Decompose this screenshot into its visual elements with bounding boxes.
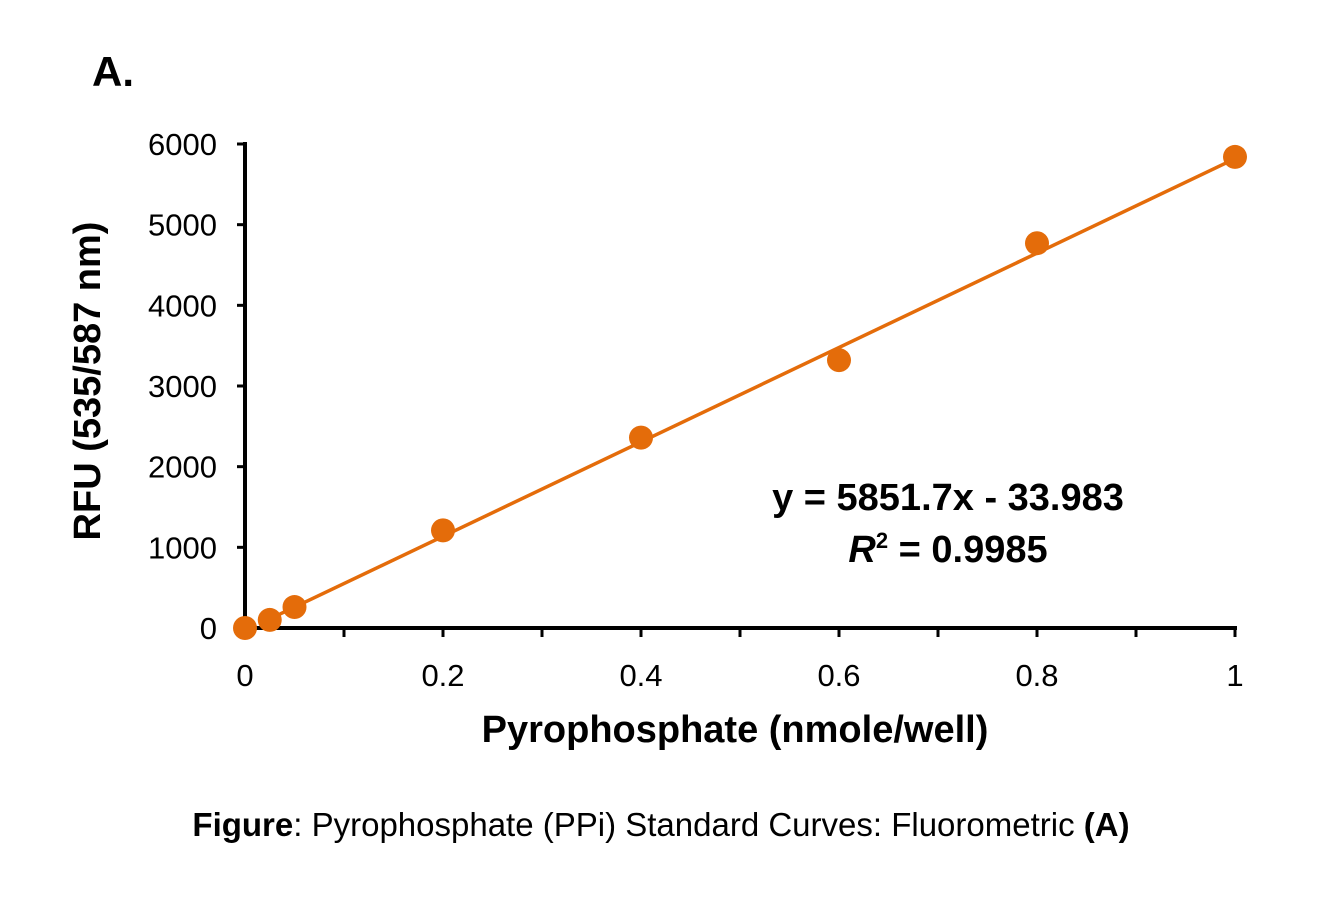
data-point	[1223, 144, 1247, 169]
panel-label: A.	[92, 48, 134, 95]
x-tick-label: 0.4	[619, 658, 662, 693]
data-point	[1025, 231, 1049, 256]
y-tick-label: 6000	[148, 127, 217, 162]
data-point	[827, 348, 851, 373]
data-point	[233, 616, 257, 640]
r-squared-label: R2 = 0.9985	[848, 528, 1047, 571]
y-tick-label: 5000	[148, 208, 217, 243]
y-tick-label: 0	[200, 611, 217, 646]
x-tick-label: 1	[1226, 658, 1243, 693]
y-tick-label: 1000	[148, 530, 217, 565]
x-tick-label: 0.8	[1015, 658, 1058, 693]
y-axis-label: RFU (535/587 nm)	[67, 222, 109, 541]
data-point	[257, 607, 282, 632]
chart: 0 1000 2000 3000 4000 5000 6000 0 0.2 0.4 0.6 0.8 1 P…	[67, 127, 1247, 751]
x-tick-label: 0.6	[817, 658, 860, 693]
data-point	[431, 518, 455, 543]
y-tick-label: 4000	[148, 288, 217, 323]
trendline-equation: y = 5851.7x - 33.983	[772, 477, 1124, 519]
x-tick-label: 0.2	[421, 658, 464, 693]
y-tick-label: 2000	[148, 450, 217, 485]
caption-prefix: Figure	[192, 806, 294, 843]
trendline	[273, 157, 1236, 619]
caption-suffix: (A)	[1083, 806, 1130, 843]
x-axis-label: Pyrophosphate (nmole/well)	[482, 709, 989, 751]
x-tick-label: 0	[236, 658, 253, 693]
data-point	[629, 425, 653, 450]
figure-caption: Figure: Pyrophosphate (PPi) Standard Cur…	[0, 806, 1322, 844]
caption-text: : Pyrophosphate (PPi) Standard Curves: F…	[293, 806, 1084, 843]
y-tick-label: 3000	[148, 369, 217, 404]
data-point	[282, 595, 307, 620]
